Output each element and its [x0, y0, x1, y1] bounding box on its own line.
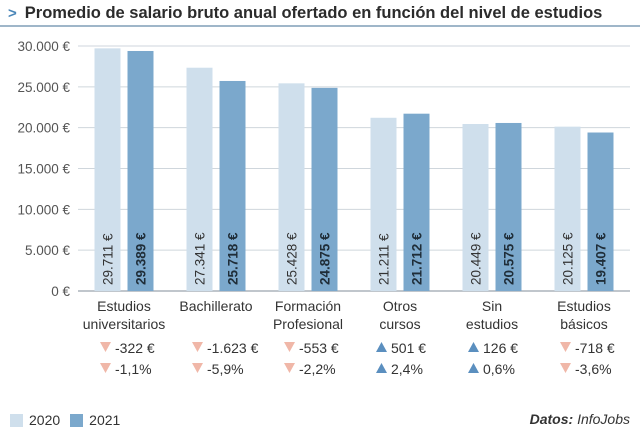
data-source: Datos: InfoJobs — [530, 411, 630, 427]
change-label: 126 € — [483, 340, 518, 356]
bar-value-label-2020: 20.125 € — [561, 232, 576, 285]
legend-swatch-2021 — [70, 413, 84, 427]
category-label: Estudios — [557, 298, 611, 314]
change-label: 0,6% — [483, 361, 515, 377]
legend-swatch-2020 — [10, 413, 23, 427]
bar-value-label-2021: 24.875 € — [318, 232, 333, 285]
triangle-up-icon — [376, 363, 387, 373]
triangle-down-icon — [192, 363, 203, 373]
title-caret: > — [8, 4, 17, 22]
category-label: universitarios — [83, 316, 165, 332]
triangle-up-icon — [376, 342, 387, 352]
bar-value-label-2021: 20.575 € — [502, 232, 517, 285]
bar-value-label-2020: 27.341 € — [193, 232, 208, 285]
chart-title: > Promedio de salario bruto anual oferta… — [8, 2, 632, 24]
bar-2020 — [554, 126, 581, 291]
bar-value-label-2020: 20.449 € — [469, 232, 484, 285]
bar-2021 — [219, 80, 246, 291]
change-label: -553 € — [299, 340, 339, 356]
bar-value-label-2021: 25.718 € — [226, 232, 241, 285]
bar-2020 — [278, 83, 305, 291]
bar-2021 — [311, 87, 338, 292]
y-tick-label: 20.000 € — [17, 121, 70, 136]
title-divider — [0, 25, 640, 27]
bar-2020 — [370, 117, 397, 292]
legend: 2020 2021 — [10, 412, 120, 428]
bar-2021 — [403, 113, 430, 291]
category-label: Sin — [482, 298, 502, 314]
category-label: Formación — [275, 298, 341, 314]
y-tick-label: 25.000 € — [17, 80, 70, 95]
change-label: -1,1% — [115, 361, 152, 377]
legend-item-2020: 2020 — [10, 412, 60, 428]
change-label: -3,6% — [575, 361, 612, 377]
y-tick-label: 10.000 € — [17, 202, 70, 217]
bar-value-label-2020: 29.711 € — [101, 233, 116, 285]
source-prefix: Datos: — [529, 411, 574, 427]
bar-2020 — [462, 123, 489, 291]
bar-value-label-2021: 29.389 € — [134, 232, 149, 285]
bar-value-label-2021: 21.712 € — [410, 232, 425, 285]
category-label: cursos — [379, 316, 420, 332]
triangle-up-icon — [468, 342, 479, 352]
legend-label-2020: 2020 — [29, 412, 61, 428]
category-label: Otros — [383, 298, 417, 314]
triangle-down-icon — [284, 342, 295, 352]
source-name: InfoJobs — [577, 411, 630, 427]
triangle-down-icon — [560, 363, 571, 373]
change-label: -5,9% — [207, 361, 244, 377]
bar-value-label-2021: 19.407 € — [594, 232, 609, 285]
bar-2021 — [495, 122, 522, 292]
y-tick-label: 15.000 € — [17, 162, 70, 177]
bar-2021 — [587, 132, 614, 291]
category-label: estudios — [466, 316, 518, 332]
legend-item-2021: 2021 — [70, 412, 120, 428]
triangle-up-icon — [468, 363, 479, 373]
change-label: -322 € — [115, 340, 155, 356]
bar-2021 — [127, 50, 154, 291]
bar-value-label-2020: 25.428 € — [285, 232, 300, 285]
triangle-down-icon — [192, 342, 203, 352]
bar-value-label-2020: 21.211 € — [377, 233, 392, 285]
change-label: 501 € — [391, 340, 426, 356]
title-text: Promedio de salario bruto anual ofertado… — [24, 3, 603, 22]
bar-2020 — [94, 48, 121, 291]
y-tick-label: 5.000 € — [25, 243, 71, 258]
y-tick-label: 0 € — [51, 284, 70, 299]
triangle-down-icon — [560, 342, 571, 352]
category-label: Profesional — [273, 316, 343, 332]
change-label: -1.623 € — [207, 340, 259, 356]
category-label: Estudios — [97, 298, 151, 314]
triangle-down-icon — [100, 342, 111, 352]
category-label: Bachillerato — [179, 298, 252, 314]
change-label: -2,2% — [299, 361, 336, 377]
bar-2020 — [186, 67, 213, 291]
change-label: -718 € — [575, 340, 615, 356]
category-label: básicos — [560, 316, 607, 332]
triangle-down-icon — [100, 363, 111, 373]
y-tick-label: 30.000 € — [17, 39, 70, 54]
legend-label-2021: 2021 — [89, 412, 121, 428]
triangle-down-icon — [284, 363, 295, 373]
change-label: 2,4% — [391, 361, 423, 377]
